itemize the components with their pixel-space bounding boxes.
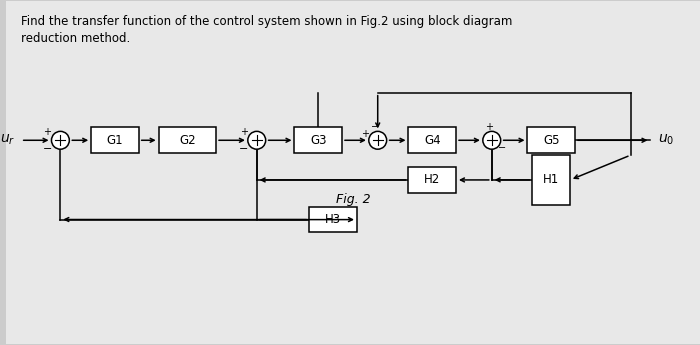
Circle shape bbox=[483, 131, 500, 149]
Text: +: + bbox=[485, 122, 493, 132]
FancyBboxPatch shape bbox=[528, 127, 575, 153]
Text: −: − bbox=[371, 122, 379, 132]
Text: $u_r$: $u_r$ bbox=[1, 133, 16, 147]
Circle shape bbox=[248, 131, 266, 149]
Text: H3: H3 bbox=[325, 213, 341, 226]
FancyBboxPatch shape bbox=[6, 1, 700, 344]
FancyBboxPatch shape bbox=[533, 155, 570, 205]
Text: $u_0$: $u_0$ bbox=[659, 133, 675, 147]
Text: G2: G2 bbox=[179, 134, 195, 147]
Text: −: − bbox=[239, 144, 248, 154]
FancyBboxPatch shape bbox=[409, 127, 456, 153]
Text: H2: H2 bbox=[424, 174, 440, 186]
Text: −: − bbox=[498, 143, 505, 153]
Text: H1: H1 bbox=[543, 174, 559, 186]
Text: G4: G4 bbox=[424, 134, 440, 147]
Circle shape bbox=[369, 131, 386, 149]
FancyBboxPatch shape bbox=[295, 127, 342, 153]
FancyBboxPatch shape bbox=[91, 127, 139, 153]
FancyBboxPatch shape bbox=[409, 167, 456, 193]
Text: G5: G5 bbox=[543, 134, 559, 147]
Text: Find the transfer function of the control system shown in Fig.2 using block diag: Find the transfer function of the contro… bbox=[21, 15, 512, 28]
Text: G3: G3 bbox=[310, 134, 326, 147]
FancyBboxPatch shape bbox=[159, 127, 216, 153]
Text: Fig. 2: Fig. 2 bbox=[335, 193, 370, 206]
Text: G1: G1 bbox=[106, 134, 123, 147]
Text: +: + bbox=[240, 127, 248, 137]
Text: +: + bbox=[43, 127, 52, 137]
Circle shape bbox=[52, 131, 69, 149]
Text: reduction method.: reduction method. bbox=[21, 32, 130, 45]
FancyBboxPatch shape bbox=[309, 207, 357, 233]
Text: +: + bbox=[360, 129, 369, 139]
Text: −: − bbox=[43, 144, 52, 154]
